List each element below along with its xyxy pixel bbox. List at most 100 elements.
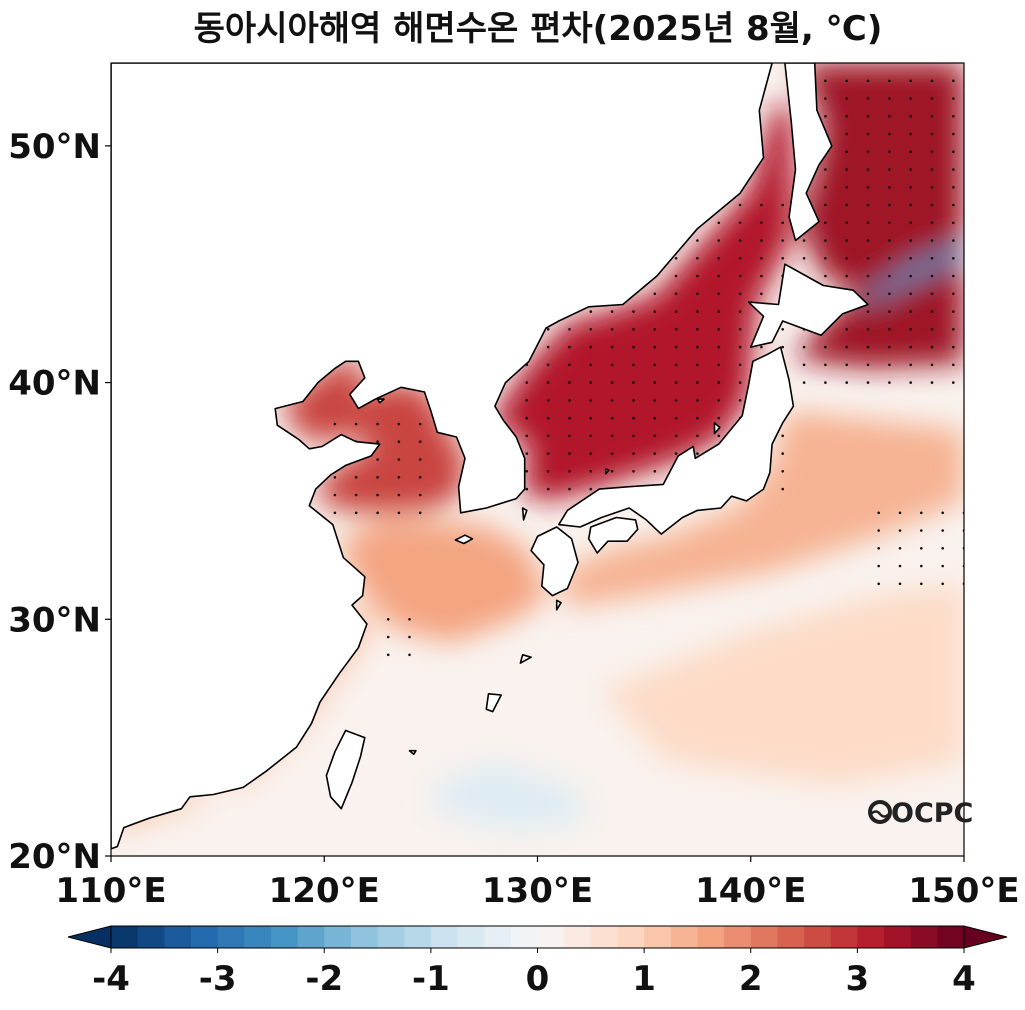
stipple-dot <box>418 422 422 426</box>
stipple-dot <box>674 274 678 278</box>
stipple-dot <box>866 274 870 278</box>
stipple-dot <box>824 274 827 278</box>
stipple-dot <box>930 115 934 118</box>
stipple-dot <box>909 363 912 367</box>
stipple-dot <box>888 168 891 171</box>
stipple-dot <box>888 381 891 384</box>
stipple-dot <box>898 529 902 532</box>
stipple-dot <box>546 452 550 455</box>
stipple-dot <box>717 328 721 331</box>
stipple-dot <box>397 476 401 479</box>
stipple-dot <box>738 310 742 313</box>
stipple-dot <box>845 328 848 331</box>
land-kamchatka-edge <box>963 63 964 64</box>
stipple-dot <box>930 239 934 242</box>
stipple-dot <box>696 292 699 296</box>
stipple-dot <box>930 257 934 260</box>
stipple-dot <box>877 582 880 586</box>
colorbar-bin <box>510 926 538 948</box>
stipple-dot <box>696 345 699 349</box>
stipple-dot <box>653 328 657 331</box>
stipple-dot <box>546 328 550 331</box>
stipple-dot <box>568 328 571 331</box>
colorbar-tick-label: -3 <box>199 959 237 999</box>
stipple-dot <box>696 381 699 384</box>
lon-tick-label: 120°E <box>269 871 380 911</box>
stipple-dot <box>386 653 390 657</box>
stipple-dot <box>589 487 593 491</box>
stipple-dot <box>674 399 678 402</box>
stipple-dot <box>674 310 678 313</box>
stipple-dot <box>909 328 912 331</box>
stipple-dot <box>589 416 593 420</box>
stipple-dot <box>845 345 848 349</box>
lat-tick-label: 40°N <box>8 364 101 404</box>
colorbar-bin <box>644 926 672 948</box>
stipple-dot <box>877 511 880 515</box>
stipple-dot <box>696 239 699 242</box>
stipple-dot <box>824 381 827 384</box>
stipple-dot <box>866 132 870 136</box>
stipple-dot <box>376 476 379 479</box>
stipple-dot <box>952 310 955 313</box>
stipple-dot <box>845 257 848 260</box>
stipple-dot <box>952 79 955 83</box>
stipple-dot <box>717 239 721 242</box>
stipple-dot <box>717 292 721 296</box>
stipple-dot <box>397 493 401 497</box>
colorbar-bin <box>670 926 698 948</box>
stipple-dot <box>333 422 337 426</box>
stipple-dot <box>866 97 870 100</box>
anomaly-region-east-china-sea <box>339 517 549 643</box>
colorbar-bin <box>750 926 778 948</box>
stipple-dot <box>952 292 955 296</box>
stipple-dot <box>952 115 955 118</box>
stipple-dot <box>653 292 657 296</box>
stipple-dot <box>845 79 848 83</box>
stipple-dot <box>717 274 721 278</box>
stipple-dot <box>898 511 902 515</box>
stipple-dot <box>866 257 870 260</box>
lon-tick-label: 140°E <box>695 871 806 911</box>
land-changshan <box>376 398 385 404</box>
stipple-dot <box>909 292 912 296</box>
land-ishigaki <box>408 749 417 756</box>
stipple-dot <box>802 345 806 349</box>
stipple-dot <box>920 582 923 586</box>
stipple-dot <box>941 582 944 586</box>
stipple-dot <box>888 310 891 313</box>
stipple-dot <box>845 132 848 136</box>
stipple-dot <box>610 470 614 473</box>
stipple-dot <box>909 203 912 207</box>
stipple-dot <box>653 310 657 313</box>
stipple-dot <box>696 434 699 438</box>
stipple-dot <box>717 345 721 349</box>
stipple-dot <box>781 328 784 331</box>
colorbar: -4 -3 -2 -1 0 1 2 3 4 <box>67 925 1008 999</box>
stipple-dot <box>930 186 934 189</box>
colorbar-bin <box>217 926 245 948</box>
stipple-dot <box>866 203 870 207</box>
colorbar-tick-label: 3 <box>846 959 870 999</box>
colorbar-bin <box>377 926 405 948</box>
colorbar-tick-label: 1 <box>632 959 656 999</box>
colorbar-bin <box>457 926 485 948</box>
stipple-dot <box>760 203 763 207</box>
colorbar-tick-label: 0 <box>526 959 550 999</box>
stipple-dot <box>802 257 806 260</box>
stipple-dot <box>845 381 848 384</box>
stipple-dot <box>866 363 870 367</box>
stipple-dot <box>930 292 934 296</box>
stipple-dot <box>632 310 635 313</box>
stipple-dot <box>941 547 944 550</box>
stipple-dot <box>781 239 784 242</box>
stipple-dot <box>738 292 742 296</box>
stipple-dot <box>674 345 678 349</box>
stipple-dot <box>589 345 593 349</box>
stipple-dot <box>653 452 657 455</box>
colorbar-bin <box>830 926 858 948</box>
stipple-dot <box>888 363 891 367</box>
stipple-dot <box>386 618 390 621</box>
stipple-dot <box>738 274 742 278</box>
stipple-dot <box>760 257 763 260</box>
